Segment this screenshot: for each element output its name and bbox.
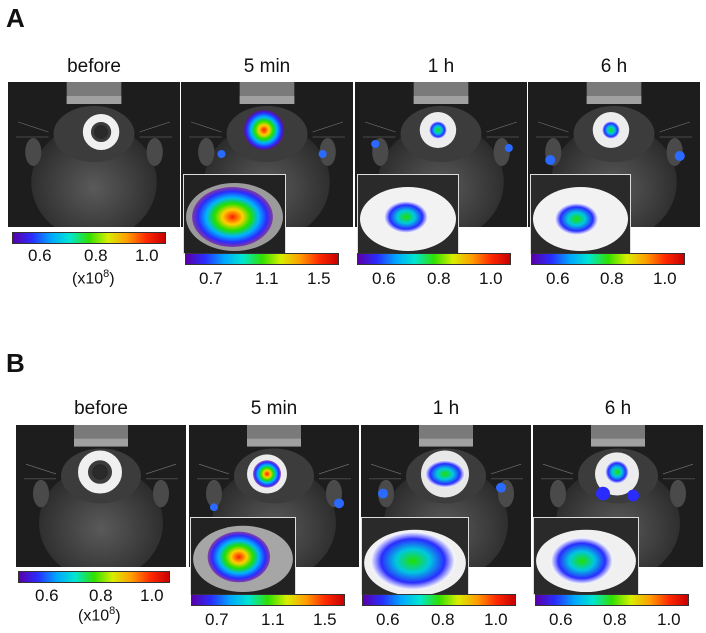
scale-tick: 0.6 [376,610,400,629]
scale-tick: 1.1 [261,610,285,629]
timepoint-label: before [67,56,121,77]
panel-letter-b: B [6,348,25,378]
scale-tick: 0.6 [546,269,570,288]
inset-zoom-6h [530,174,631,254]
inset-zoom-6h [533,517,639,595]
scale-tick: 0.6 [28,246,52,265]
scale-tick: 1.0 [653,269,677,288]
scale-tick: 1.0 [135,246,159,265]
inset-zoom-5min [190,517,296,595]
inset-zoom-1h [361,517,469,595]
colorbar [18,571,170,583]
colorbar [362,594,516,606]
scale-tick: 0.8 [600,269,624,288]
mouse-image-before [8,82,180,227]
timepoint-label: 5 min [250,398,298,419]
timepoint-label: 5 min [243,56,291,77]
scale-tick: 0.7 [205,610,229,629]
scale-tick: 0.8 [84,246,108,265]
timepoint-label: 6 h [604,398,632,419]
scale-tick: 0.6 [35,586,59,605]
scale-tick: 1.1 [255,269,279,288]
timepoint-label: before [74,398,128,419]
scale-tick: 0.8 [431,610,455,629]
scale-tick: 0.8 [603,610,627,629]
scale-tick: 0.7 [199,269,223,288]
colorbar [357,253,511,265]
scale-unit-label: (x108) [72,268,115,288]
scale-tick: 1.0 [479,269,503,288]
scale-tick: 1.5 [313,610,337,629]
scale-tick: 1.5 [307,269,331,288]
colorbar [531,253,685,265]
colorbar [185,253,339,265]
scale-tick: 0.6 [372,269,396,288]
inset-zoom-1h [357,174,459,254]
scale-tick: 1.0 [140,586,164,605]
scale-unit-label: (x108) [78,605,121,625]
colorbar [535,594,689,606]
mouse-image-before [16,425,186,567]
scale-tick: 0.8 [89,586,113,605]
scale-tick: 1.0 [657,610,681,629]
colorbar [191,594,345,606]
timepoint-label: 6 h [600,56,628,77]
timepoint-label: 1 h [432,398,460,419]
inset-zoom-5min [183,174,286,254]
scale-tick: 0.8 [427,269,451,288]
timepoint-label: 1 h [427,56,455,77]
scale-tick: 0.6 [549,610,573,629]
colorbar [12,232,166,244]
panel-letter-a: A [6,3,25,33]
scale-tick: 1.0 [484,610,508,629]
